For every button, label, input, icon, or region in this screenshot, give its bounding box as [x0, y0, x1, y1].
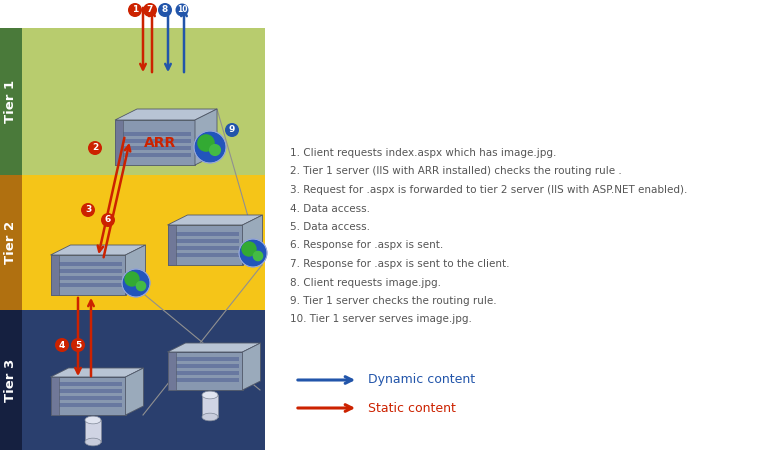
Circle shape — [128, 3, 142, 17]
Text: 8: 8 — [162, 5, 168, 14]
Text: Tier 2: Tier 2 — [5, 221, 18, 264]
Text: ARR: ARR — [144, 136, 176, 150]
Text: 7. Response for .aspx is sent to the client.: 7. Response for .aspx is sent to the cli… — [290, 259, 510, 269]
Polygon shape — [195, 109, 217, 165]
Text: 3. Request for .aspx is forwarded to tier 2 server (IIS with ASP.NET enabled).: 3. Request for .aspx is forwarded to tie… — [290, 185, 687, 195]
Ellipse shape — [85, 438, 101, 446]
Text: 8. Client requests image.jpg.: 8. Client requests image.jpg. — [290, 278, 441, 288]
Circle shape — [225, 123, 239, 137]
Polygon shape — [171, 239, 239, 243]
Circle shape — [101, 213, 115, 227]
Text: 9. Tier 1 server checks the routing rule.: 9. Tier 1 server checks the routing rule… — [290, 296, 496, 306]
Circle shape — [122, 269, 150, 297]
Bar — [0, 28, 22, 175]
Circle shape — [239, 239, 267, 267]
Circle shape — [194, 131, 226, 163]
Polygon shape — [50, 368, 144, 377]
Polygon shape — [242, 343, 260, 390]
Circle shape — [252, 251, 263, 261]
Text: 4. Data access.: 4. Data access. — [290, 203, 370, 213]
Text: 1. Client requests index.aspx which has image.jpg.: 1. Client requests index.aspx which has … — [290, 148, 557, 158]
Text: 6. Response for .aspx is sent.: 6. Response for .aspx is sent. — [290, 240, 443, 251]
Polygon shape — [55, 262, 121, 266]
Ellipse shape — [85, 416, 101, 424]
Polygon shape — [55, 276, 121, 280]
Polygon shape — [50, 377, 126, 415]
Polygon shape — [115, 120, 123, 165]
Circle shape — [197, 134, 215, 152]
Polygon shape — [55, 269, 121, 273]
Text: 10: 10 — [177, 5, 188, 14]
Polygon shape — [115, 109, 217, 120]
Circle shape — [143, 3, 157, 17]
Polygon shape — [171, 364, 239, 368]
Polygon shape — [126, 245, 145, 295]
Polygon shape — [171, 246, 239, 250]
Polygon shape — [119, 146, 191, 150]
Circle shape — [124, 271, 140, 287]
Circle shape — [158, 3, 172, 17]
Bar — [22, 175, 265, 310]
Text: 6: 6 — [105, 216, 111, 225]
Circle shape — [136, 281, 147, 291]
Text: 2. Tier 1 server (IIS with ARR installed) checks the routing rule .: 2. Tier 1 server (IIS with ARR installed… — [290, 166, 621, 176]
Circle shape — [175, 4, 188, 17]
Polygon shape — [202, 395, 218, 417]
Polygon shape — [171, 253, 239, 257]
Text: 7: 7 — [147, 5, 153, 14]
Polygon shape — [115, 120, 195, 165]
Polygon shape — [168, 215, 262, 225]
Polygon shape — [168, 352, 175, 390]
Polygon shape — [119, 139, 191, 143]
Bar — [22, 310, 265, 450]
Bar — [0, 175, 22, 310]
Polygon shape — [85, 420, 101, 442]
Text: Tier 3: Tier 3 — [5, 358, 18, 401]
Ellipse shape — [202, 391, 218, 399]
Text: 2: 2 — [92, 144, 98, 153]
Polygon shape — [50, 255, 126, 295]
Text: 4: 4 — [59, 341, 65, 350]
Polygon shape — [55, 403, 121, 407]
Polygon shape — [171, 378, 239, 382]
Text: 1: 1 — [132, 5, 138, 14]
Polygon shape — [126, 368, 144, 415]
Polygon shape — [171, 371, 239, 375]
Polygon shape — [168, 225, 242, 265]
Text: 3: 3 — [85, 206, 91, 215]
Polygon shape — [55, 389, 121, 393]
Polygon shape — [50, 245, 145, 255]
Bar — [22, 28, 265, 175]
Ellipse shape — [202, 413, 218, 421]
Polygon shape — [55, 382, 121, 386]
Polygon shape — [119, 153, 191, 157]
Polygon shape — [242, 215, 262, 265]
Polygon shape — [50, 255, 59, 295]
Polygon shape — [168, 225, 175, 265]
Circle shape — [88, 141, 102, 155]
Text: Tier 1: Tier 1 — [5, 80, 18, 123]
Polygon shape — [50, 377, 59, 415]
Circle shape — [55, 338, 69, 352]
Polygon shape — [119, 132, 191, 136]
Text: 5: 5 — [75, 341, 81, 350]
Polygon shape — [171, 357, 239, 361]
Polygon shape — [55, 396, 121, 400]
Polygon shape — [168, 343, 260, 352]
Text: 9: 9 — [229, 126, 235, 135]
Text: Dynamic content: Dynamic content — [368, 374, 475, 387]
Text: Static content: Static content — [368, 401, 456, 414]
Polygon shape — [171, 232, 239, 236]
Text: 10. Tier 1 server serves image.jpg.: 10. Tier 1 server serves image.jpg. — [290, 315, 472, 324]
Circle shape — [71, 338, 85, 352]
Polygon shape — [168, 352, 242, 390]
Circle shape — [81, 203, 95, 217]
Circle shape — [209, 144, 221, 156]
Bar — [0, 310, 22, 450]
Text: 5. Data access.: 5. Data access. — [290, 222, 370, 232]
Polygon shape — [55, 283, 121, 287]
Circle shape — [242, 241, 257, 256]
